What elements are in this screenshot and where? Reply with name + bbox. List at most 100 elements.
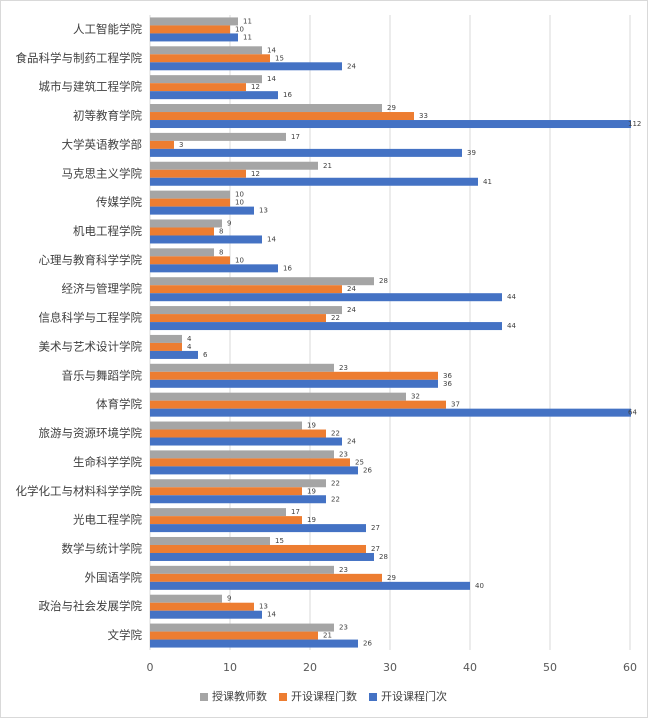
bar bbox=[150, 392, 406, 401]
value-label: 24 bbox=[347, 438, 356, 446]
bar bbox=[150, 623, 334, 632]
value-label: 41 bbox=[483, 178, 492, 186]
value-label: 6 bbox=[203, 351, 208, 359]
value-label: 10 bbox=[235, 191, 244, 199]
value-label: 12 bbox=[251, 83, 260, 91]
bar bbox=[150, 132, 286, 141]
value-label: 4 bbox=[187, 343, 192, 351]
value-label: 36 bbox=[443, 372, 452, 380]
bar bbox=[150, 256, 230, 265]
value-label: 10 bbox=[235, 25, 244, 33]
legend-swatch bbox=[279, 693, 287, 701]
bar bbox=[150, 400, 446, 409]
bar bbox=[150, 458, 350, 467]
y-tick-label: 文学院 bbox=[108, 628, 143, 642]
bar bbox=[150, 285, 342, 294]
value-label: 40 bbox=[475, 582, 484, 590]
bar bbox=[150, 334, 182, 343]
bar bbox=[150, 610, 262, 619]
bar bbox=[150, 177, 478, 186]
value-label: 32 bbox=[411, 393, 420, 401]
y-tick-label: 生命科学学院 bbox=[73, 455, 142, 469]
value-label: 19 bbox=[307, 516, 316, 524]
value-label: 24 bbox=[347, 62, 356, 70]
value-label: 25 bbox=[355, 458, 364, 466]
bar bbox=[150, 198, 230, 207]
value-label: 16 bbox=[283, 264, 292, 272]
bar bbox=[150, 46, 262, 55]
bar bbox=[150, 161, 318, 170]
bar bbox=[150, 322, 502, 331]
value-label: 29 bbox=[387, 104, 396, 112]
y-tick-label: 食品科学与制药工程学院 bbox=[16, 51, 143, 65]
bar bbox=[150, 508, 286, 517]
value-label: 64 bbox=[628, 409, 637, 417]
bar bbox=[150, 363, 334, 372]
bars bbox=[150, 17, 631, 648]
bar bbox=[150, 594, 222, 603]
value-label: 27 bbox=[371, 545, 380, 553]
value-label: 21 bbox=[323, 632, 332, 640]
value-label: 33 bbox=[419, 112, 428, 120]
y-tick-label: 经济与管理学院 bbox=[62, 282, 143, 296]
x-tick-label: 10 bbox=[223, 661, 237, 674]
value-label: 23 bbox=[339, 450, 348, 458]
bar bbox=[150, 91, 278, 100]
value-label: 8 bbox=[219, 227, 223, 235]
value-label: 24 bbox=[347, 306, 356, 314]
value-label: 12 bbox=[251, 170, 260, 178]
y-tick-label: 音乐与舞蹈学院 bbox=[62, 368, 143, 382]
value-label: 23 bbox=[339, 624, 348, 632]
value-label: 17 bbox=[291, 133, 300, 141]
bar bbox=[150, 421, 302, 430]
y-tick-label: 初等教育学院 bbox=[73, 109, 142, 123]
value-label: 26 bbox=[363, 466, 372, 474]
bar bbox=[150, 277, 374, 286]
value-label: 26 bbox=[363, 640, 372, 648]
bar bbox=[150, 487, 302, 496]
bar bbox=[150, 371, 438, 380]
value-label: 19 bbox=[307, 487, 316, 495]
value-label: 37 bbox=[451, 401, 460, 409]
bar bbox=[150, 235, 262, 244]
bar bbox=[150, 565, 334, 574]
bar bbox=[150, 536, 270, 545]
y-tick-label: 化学化工与材料科学学院 bbox=[16, 484, 143, 498]
value-label: 22 bbox=[331, 314, 340, 322]
bar bbox=[150, 602, 254, 611]
bar bbox=[150, 293, 502, 302]
value-label: 23 bbox=[339, 566, 348, 574]
value-label: 29 bbox=[387, 574, 396, 582]
value-label: 11 bbox=[243, 17, 252, 25]
value-label: 14 bbox=[267, 75, 276, 83]
bar bbox=[150, 169, 246, 178]
bar bbox=[150, 495, 326, 504]
bar bbox=[150, 408, 631, 417]
bar bbox=[150, 429, 326, 438]
y-tick-label: 人工智能学院 bbox=[73, 22, 142, 36]
legend-swatch bbox=[369, 693, 377, 701]
value-label: 23 bbox=[339, 364, 348, 372]
value-label: 39 bbox=[467, 149, 476, 157]
value-label: 11 bbox=[243, 33, 252, 41]
legend-swatch bbox=[200, 693, 208, 701]
value-label: 9 bbox=[227, 595, 231, 603]
value-label: 16 bbox=[283, 91, 292, 99]
x-tick-label: 50 bbox=[543, 661, 557, 674]
y-tick-label: 体育学院 bbox=[96, 397, 142, 411]
bar bbox=[150, 62, 342, 71]
labels: 0 10 20 30 40 50 60人工智能学院111011食品科学与制药工程学院1415… bbox=[16, 17, 642, 703]
bar bbox=[150, 306, 342, 315]
y-tick-label: 光电工程学院 bbox=[73, 513, 142, 527]
y-tick-label: 机电工程学院 bbox=[73, 224, 142, 238]
bar bbox=[150, 466, 358, 475]
value-label: 9 bbox=[227, 219, 231, 227]
value-label: 21 bbox=[323, 162, 332, 170]
value-label: 13 bbox=[259, 603, 268, 611]
bar bbox=[150, 104, 382, 113]
value-label: 44 bbox=[507, 322, 516, 330]
value-label: 15 bbox=[275, 54, 284, 62]
bar bbox=[150, 25, 230, 34]
bar bbox=[150, 573, 382, 582]
bar bbox=[150, 516, 302, 525]
